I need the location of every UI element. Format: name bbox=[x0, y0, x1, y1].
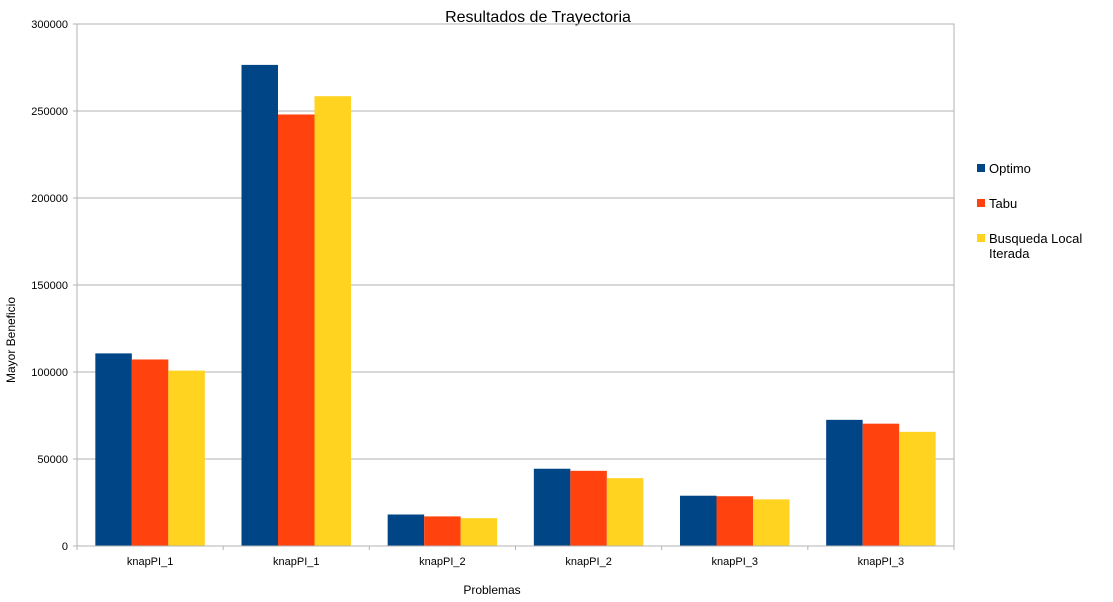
gridlines bbox=[77, 23, 954, 460]
legend-label: Busqueda Local bbox=[989, 231, 1082, 246]
x-tick-label: knapPI_2 bbox=[565, 556, 611, 568]
y-tick-label: 0 bbox=[62, 541, 68, 553]
y-tick-label: 200000 bbox=[31, 193, 68, 205]
y-tick-label: 100000 bbox=[31, 367, 68, 379]
bar-busqueda-local-iterada bbox=[460, 518, 498, 546]
bars bbox=[95, 64, 936, 547]
bar-tabu bbox=[131, 359, 169, 546]
y-tick-label: 250000 bbox=[31, 106, 68, 118]
bar-optimo bbox=[387, 514, 425, 546]
y-tick-label: 300000 bbox=[31, 19, 68, 31]
bar-optimo bbox=[241, 64, 278, 546]
x-tick-label: knapPI_3 bbox=[712, 556, 758, 568]
bar-optimo bbox=[533, 468, 571, 546]
bar-busqueda-local-iterada bbox=[606, 478, 644, 546]
legend-swatch bbox=[977, 164, 985, 172]
legend-label: Iterada bbox=[989, 246, 1030, 261]
bar-busqueda-local-iterada bbox=[753, 499, 790, 546]
legend-swatch bbox=[977, 199, 985, 207]
y-tick-label: 50000 bbox=[37, 454, 68, 466]
bar-tabu bbox=[278, 114, 315, 546]
legend-swatch bbox=[977, 234, 985, 242]
bar-busqueda-local-iterada bbox=[168, 370, 205, 546]
bar-tabu bbox=[862, 423, 900, 546]
legend-label: Tabu bbox=[989, 196, 1017, 211]
x-tick-label: knapPI_1 bbox=[127, 556, 173, 568]
y-tick-label: 150000 bbox=[31, 280, 68, 292]
legend-label: Optimo bbox=[989, 161, 1031, 176]
bar-tabu bbox=[424, 516, 461, 546]
bar-optimo bbox=[680, 495, 717, 546]
x-tick-labels: knapPI_1 knapPI_1 knapPI_2 knapPI_2 knapPI_3… bbox=[127, 556, 904, 568]
x-tick-label: knapPI_2 bbox=[419, 556, 465, 568]
y-tick-labels: 0 50000 100000 150000 200000 250000 300000 bbox=[31, 19, 68, 553]
x-tick-label: knapPI_1 bbox=[273, 556, 319, 568]
bar-busqueda-local-iterada bbox=[314, 96, 351, 547]
axes bbox=[73, 23, 955, 550]
bar-tabu bbox=[570, 470, 607, 546]
bar-optimo bbox=[95, 353, 132, 546]
x-tick-label: knapPI_3 bbox=[858, 556, 904, 568]
chart-title: Resultados de Trayectoria bbox=[445, 9, 631, 26]
bar-optimo bbox=[826, 419, 863, 546]
bar-busqueda-local-iterada bbox=[899, 431, 936, 546]
x-axis-title: Problemas bbox=[463, 583, 520, 597]
y-axis-title: Mayor Beneficio bbox=[4, 297, 18, 383]
bar-tabu bbox=[716, 496, 753, 546]
